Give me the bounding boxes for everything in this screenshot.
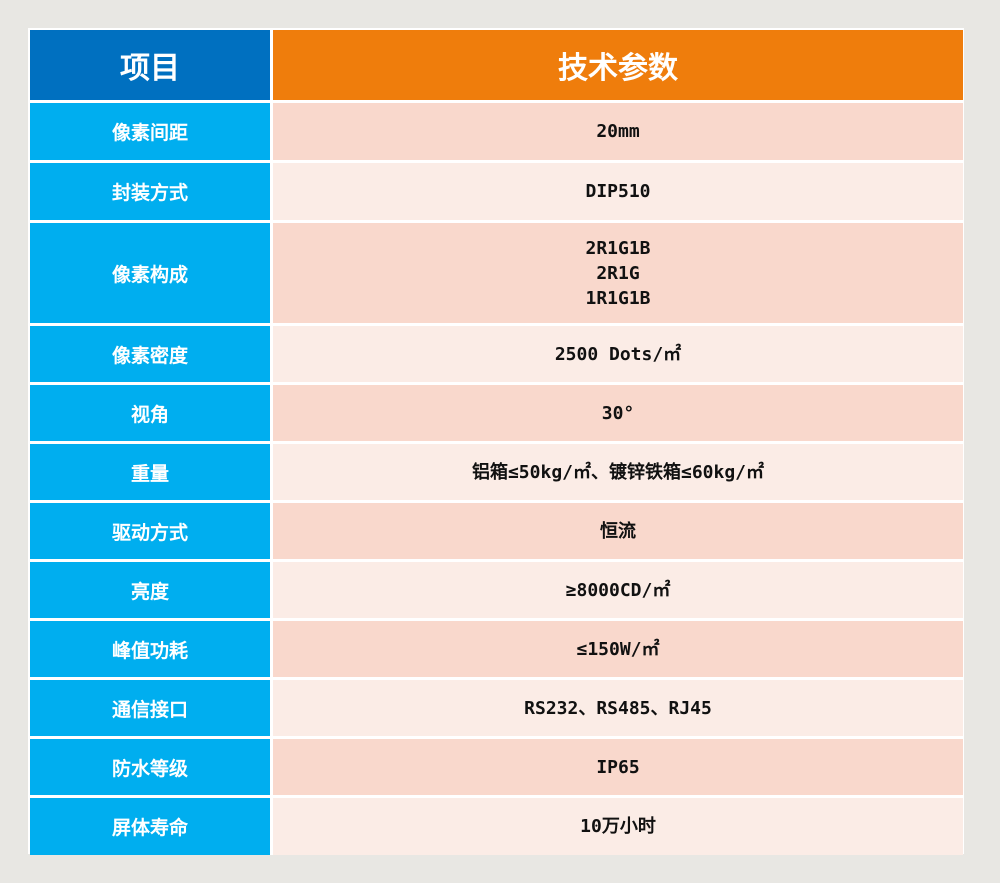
value-line: IP65 [596,756,640,778]
table-row: 封装方式 DIP510 [30,163,963,223]
value-line: 10万小时 [580,816,656,837]
row-value: 2500 Dots/㎡ [273,326,963,385]
table-row: 像素构成 2R1G1B 2R1G 1R1G1B [30,223,963,326]
value-line: ≤150W/㎡ [576,638,660,660]
row-value: 恒流 [273,503,963,562]
table-row: 视角 30° [30,385,963,444]
table-row: 峰值功耗 ≤150W/㎡ [30,621,963,680]
row-label: 防水等级 [30,739,273,798]
value-line: DIP510 [585,181,651,202]
row-label: 亮度 [30,562,273,621]
row-label: 像素构成 [30,223,273,326]
row-label: 重量 [30,444,273,503]
row-value: DIP510 [273,163,963,223]
header-spec: 技术参数 [273,30,963,103]
row-label: 峰值功耗 [30,621,273,680]
row-label: 通信接口 [30,680,273,739]
value-line: 1R1G1B [585,287,651,309]
row-value: 10万小时 [273,798,963,855]
value-line: 2R1G [596,262,640,284]
table-row: 通信接口 RS232、RS485、RJ45 [30,680,963,739]
table-row: 驱动方式 恒流 [30,503,963,562]
row-label: 屏体寿命 [30,798,273,855]
row-value: IP65 [273,739,963,798]
value-line: 20mm [596,121,640,142]
row-value: RS232、RS485、RJ45 [273,680,963,739]
row-label: 像素密度 [30,326,273,385]
row-label: 驱动方式 [30,503,273,562]
row-value: 20mm [273,103,963,163]
value-line: 恒流 [600,520,636,542]
row-label: 像素间距 [30,103,273,163]
table-row: 防水等级 IP65 [30,739,963,798]
table-row: 屏体寿命 10万小时 [30,798,963,855]
table-row: 像素间距 20mm [30,103,963,163]
row-value: 铝箱≤50kg/㎡、镀锌铁箱≤60kg/㎡ [273,444,963,503]
header-row: 项目 技术参数 [30,30,963,103]
value-line: ≥8000CD/㎡ [565,579,671,601]
row-label: 视角 [30,385,273,444]
row-value: ≤150W/㎡ [273,621,963,680]
header-item: 项目 [30,30,273,103]
table-row: 亮度 ≥8000CD/㎡ [30,562,963,621]
row-value: 30° [273,385,963,444]
value-line: 2500 Dots/㎡ [554,343,682,365]
spec-table: 项目 技术参数 像素间距 20mm 封装方式 DIP510 像素构成 2R1G1B 2R1G… [30,30,963,855]
row-value: 2R1G1B 2R1G 1R1G1B [273,223,963,326]
value-line: 30° [601,402,635,424]
value-line: RS232、RS485、RJ45 [524,697,712,719]
row-value: ≥8000CD/㎡ [273,562,963,621]
value-line: 2R1G1B [585,237,651,259]
table-row: 重量 铝箱≤50kg/㎡、镀锌铁箱≤60kg/㎡ [30,444,963,503]
row-label: 封装方式 [30,163,273,223]
table-row: 像素密度 2500 Dots/㎡ [30,326,963,385]
value-line: 铝箱≤50kg/㎡、镀锌铁箱≤60kg/㎡ [471,461,765,483]
